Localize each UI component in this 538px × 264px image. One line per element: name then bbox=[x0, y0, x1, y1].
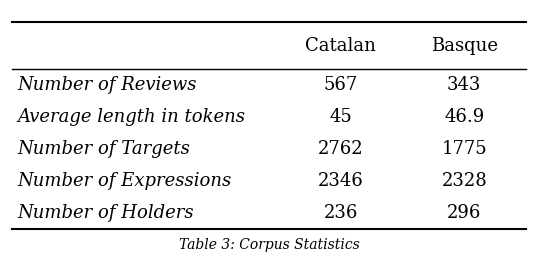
Text: Number of Holders: Number of Holders bbox=[17, 204, 194, 222]
Text: Number of Targets: Number of Targets bbox=[17, 140, 190, 158]
Text: 46.9: 46.9 bbox=[444, 108, 484, 126]
Text: 1775: 1775 bbox=[442, 140, 487, 158]
Text: Number of Reviews: Number of Reviews bbox=[17, 76, 197, 94]
Text: Number of Expressions: Number of Expressions bbox=[17, 172, 232, 190]
Text: 45: 45 bbox=[330, 108, 352, 126]
Text: Catalan: Catalan bbox=[306, 37, 377, 55]
Text: Table 3: Corpus Statistics: Table 3: Corpus Statistics bbox=[179, 238, 359, 252]
Text: Average length in tokens: Average length in tokens bbox=[17, 108, 245, 126]
Text: Basque: Basque bbox=[431, 37, 498, 55]
Text: 2762: 2762 bbox=[318, 140, 364, 158]
Text: 567: 567 bbox=[324, 76, 358, 94]
Text: 343: 343 bbox=[447, 76, 482, 94]
Text: 2328: 2328 bbox=[441, 172, 487, 190]
Text: 236: 236 bbox=[324, 204, 358, 222]
Text: 296: 296 bbox=[447, 204, 482, 222]
Text: 2346: 2346 bbox=[318, 172, 364, 190]
